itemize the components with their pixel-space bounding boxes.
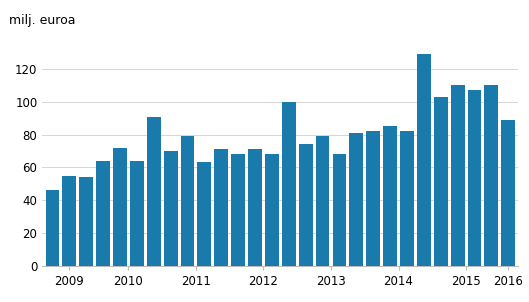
Text: milj. euroa: milj. euroa [9, 14, 76, 27]
Bar [366, 131, 380, 266]
Bar [79, 177, 93, 266]
Bar [485, 85, 498, 266]
Bar [96, 161, 110, 266]
Bar [214, 149, 228, 266]
Bar [316, 136, 330, 266]
Bar [231, 154, 245, 266]
Bar [265, 154, 279, 266]
Bar [45, 190, 59, 266]
Bar [468, 90, 481, 266]
Bar [248, 149, 262, 266]
Bar [197, 162, 211, 266]
Bar [434, 97, 448, 266]
Bar [180, 136, 195, 266]
Bar [130, 161, 144, 266]
Bar [333, 154, 346, 266]
Bar [350, 133, 363, 266]
Bar [62, 175, 76, 266]
Bar [113, 148, 127, 266]
Bar [400, 131, 414, 266]
Bar [383, 127, 397, 266]
Bar [282, 102, 296, 266]
Bar [299, 144, 313, 266]
Bar [417, 54, 431, 266]
Bar [147, 117, 161, 266]
Bar [163, 151, 178, 266]
Bar [501, 120, 515, 266]
Bar [451, 85, 464, 266]
